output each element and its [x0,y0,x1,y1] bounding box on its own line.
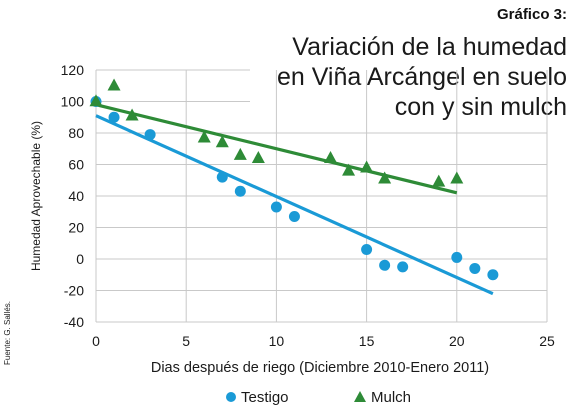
point-testigo [216,171,228,183]
y-tick-label: 100 [61,94,85,110]
y-tick-label: -20 [64,283,84,299]
x-tick-label: 0 [92,333,100,349]
legend-marker-testigo [226,392,236,402]
chart-title-line-3: con y sin mulch [395,93,567,121]
legend: Testigo Mulch [226,389,411,406]
y-tick-label: 40 [68,188,84,204]
point-mulch [215,135,229,148]
legend-label-testigo: Testigo [241,389,289,406]
point-mulch [450,171,464,184]
trendline-testigo [95,114,494,296]
point-mulch [233,147,247,160]
point-mulch [324,151,338,163]
point-testigo [288,210,300,222]
point-mulch [197,130,211,143]
point-testigo [469,262,481,274]
point-testigo [487,269,499,281]
y-tick-label: 0 [76,251,84,267]
point-testigo [361,244,373,256]
grid [95,69,548,323]
chart-title-line-1: Variación de la humedad [292,33,567,61]
data-markers [89,78,499,281]
chart-title-line-2: en Viña Arcángel en suelo [277,63,567,91]
x-tick-label: 20 [449,333,465,349]
point-mulch [360,160,374,173]
point-testigo [144,129,156,141]
x-tick-label: 10 [269,333,285,349]
point-testigo [270,201,282,213]
x-tick-label: 25 [539,333,555,349]
x-axis-label: Dias después de riego (Diciembre 2010-En… [151,360,489,376]
y-tick-label: -40 [64,314,84,330]
figure-label: Gráfico 3: [497,6,567,23]
legend-label-mulch: Mulch [371,389,411,406]
y-tick-labels: -40 -20 0 20 40 60 80 100 120 [61,62,85,330]
x-tick-label: 15 [359,333,375,349]
point-testigo [108,111,120,123]
y-tick-label: 20 [68,220,84,236]
point-mulch [342,163,356,176]
point-testigo [397,261,409,273]
point-mulch [432,174,446,187]
point-mulch [107,78,121,91]
point-mulch [89,94,103,107]
point-mulch [378,171,392,184]
point-mulch [251,151,265,163]
y-tick-label: 80 [68,125,84,141]
y-tick-label: 60 [68,157,84,173]
source-note: Fuente: G. Sallés. [3,301,12,365]
y-axis-label: Humedad Aprovechable (%) [29,121,43,271]
point-mulch [125,108,139,121]
x-tick-label: 5 [182,333,190,349]
trendlines [95,103,494,296]
point-testigo [379,259,391,271]
point-testigo [234,185,246,197]
x-tick-labels: 0 5 10 15 20 25 [92,333,555,349]
legend-marker-mulch [354,391,366,402]
trendline-mulch [95,103,458,195]
y-tick-label: 120 [61,62,85,78]
point-testigo [451,251,463,263]
